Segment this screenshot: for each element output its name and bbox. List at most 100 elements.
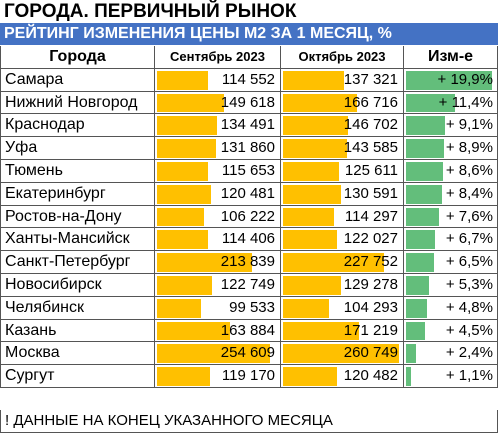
september-price-label: 120 481 — [220, 184, 275, 202]
september-price-bar — [157, 161, 208, 181]
change-label: + 19,9% — [437, 70, 493, 88]
table-row: Ростов-на-Дону 106 222 114 297 + 7,6% — [0, 205, 498, 229]
change-cell: + 8,6% — [404, 159, 498, 183]
october-price-cell: 129 278 — [281, 273, 404, 297]
table-row: Тюмень 115 653 125 611 + 8,6% — [0, 159, 498, 183]
october-price-bar — [283, 139, 347, 158]
september-price-label: 163 884 — [220, 321, 275, 339]
change-label: + 2,4% — [445, 344, 493, 362]
change-bar — [406, 298, 427, 318]
october-price-bar — [283, 253, 384, 272]
header-september: Сентябрь 2023 — [155, 46, 281, 69]
october-price-cell: 120 482 — [281, 365, 404, 388]
city-name: Самара — [5, 70, 64, 88]
october-price-cell: 130 591 — [281, 182, 404, 206]
september-price-bar — [157, 230, 208, 250]
september-price-bar — [157, 367, 210, 386]
header-october: Октябрь 2023 — [281, 46, 404, 69]
city-name: Новосибирск — [5, 275, 102, 293]
change-cell: + 4,5% — [404, 319, 498, 343]
city-name: Ростов-на-Дону — [5, 207, 122, 225]
change-label: + 8,4% — [445, 184, 493, 202]
september-price-label: 134 491 — [220, 116, 275, 134]
september-price-cell: 163 884 — [155, 319, 281, 343]
october-price-label: 120 482 — [343, 367, 398, 385]
september-price-cell: 114 552 — [155, 68, 281, 92]
change-label: + 6,5% — [445, 253, 493, 271]
city-name: Москва — [5, 344, 60, 362]
october-price-cell: 137 321 — [281, 68, 404, 92]
change-bar — [406, 161, 443, 181]
october-price-cell: 104 293 — [281, 296, 404, 320]
october-price-label: 114 297 — [344, 207, 398, 225]
october-price-label: 171 219 — [343, 321, 398, 339]
september-price-label: 114 552 — [221, 70, 275, 88]
september-price-cell: 122 749 — [155, 273, 281, 297]
table-row: Новосибирск 122 749 129 278 + 5,3% — [0, 273, 498, 297]
city-cell: Тюмень — [0, 159, 155, 183]
price-table: Города Сентябрь 2023 Октябрь 2023 Изм-е … — [0, 46, 498, 388]
september-price-bar — [157, 207, 204, 227]
change-cell: + 6,5% — [404, 251, 498, 274]
october-price-cell: 171 219 — [281, 319, 404, 343]
change-cell: + 1,1% — [404, 365, 498, 388]
september-price-cell: 213 839 — [155, 251, 281, 274]
september-price-bar — [157, 139, 216, 158]
change-cell: + 9,1% — [404, 114, 498, 138]
table-row: Краснодар 134 491 146 702 + 9,1% — [0, 114, 498, 138]
city-name: Санкт-Петербург — [5, 253, 131, 271]
change-label: + 4,8% — [445, 298, 493, 316]
table-row: Сургут 119 170 120 482 + 1,1% — [0, 365, 498, 388]
october-price-bar — [283, 367, 337, 386]
city-name: Челябинск — [5, 298, 84, 316]
september-price-cell: 106 222 — [155, 205, 281, 229]
change-bar — [406, 70, 492, 90]
city-cell: Самара — [0, 68, 155, 92]
city-name: Ханты-Мансийск — [5, 230, 130, 248]
october-price-label: 137 321 — [343, 70, 398, 88]
change-cell: + 8,4% — [404, 182, 498, 206]
change-bar — [406, 275, 429, 295]
city-cell: Ханты-Мансийск — [0, 228, 155, 252]
change-cell: + 8,9% — [404, 137, 498, 160]
september-price-label: 149 618 — [220, 93, 275, 111]
october-price-label: 129 278 — [343, 275, 398, 293]
september-price-cell: 254 609 — [155, 342, 281, 366]
september-price-bar — [157, 321, 230, 341]
september-price-cell: 149 618 — [155, 91, 281, 115]
september-price-label: 131 860 — [220, 139, 275, 157]
city-cell: Новосибирск — [0, 273, 155, 297]
september-price-cell: 120 481 — [155, 182, 281, 206]
change-cell: + 11,4% — [404, 91, 498, 115]
october-price-cell: 122 027 — [281, 228, 404, 252]
table-row: Казань 163 884 171 219 + 4,5% — [0, 319, 498, 343]
city-name: Тюмень — [5, 161, 63, 179]
september-price-bar — [157, 298, 201, 318]
change-label: + 8,6% — [445, 161, 493, 179]
city-name: Нижний Новгород — [5, 93, 138, 111]
table-row: Ханты-Мансийск 114 406 122 027 + 6,7% — [0, 228, 498, 252]
september-price-label: 106 222 — [220, 207, 275, 225]
change-bar — [406, 116, 445, 136]
table-subtitle: РЕЙТИНГ ИЗМЕНЕНИЯ ЦЕНЫ М2 ЗА 1 МЕСЯЦ, % — [0, 23, 498, 45]
october-price-bar — [283, 70, 344, 90]
september-price-bar — [157, 344, 270, 364]
september-price-cell: 119 170 — [155, 365, 281, 388]
october-price-label: 260 749 — [343, 344, 398, 362]
september-price-label: 119 170 — [221, 367, 275, 385]
september-price-cell: 131 860 — [155, 137, 281, 160]
change-bar — [406, 321, 425, 341]
city-name: Уфа — [5, 139, 38, 157]
october-price-bar — [283, 184, 341, 204]
october-price-label: 227 752 — [343, 253, 398, 271]
change-label: + 11,4% — [438, 93, 493, 111]
change-bar — [406, 184, 442, 204]
october-price-bar — [283, 93, 357, 113]
change-cell: + 7,6% — [404, 205, 498, 229]
change-label: + 9,1% — [445, 116, 493, 134]
october-price-cell: 166 716 — [281, 91, 404, 115]
city-name: Сургут — [5, 367, 55, 385]
september-price-cell: 115 653 — [155, 159, 281, 183]
october-price-cell: 143 585 — [281, 137, 404, 160]
table-header-row: Города Сентябрь 2023 Октябрь 2023 Изм-е — [0, 46, 498, 69]
